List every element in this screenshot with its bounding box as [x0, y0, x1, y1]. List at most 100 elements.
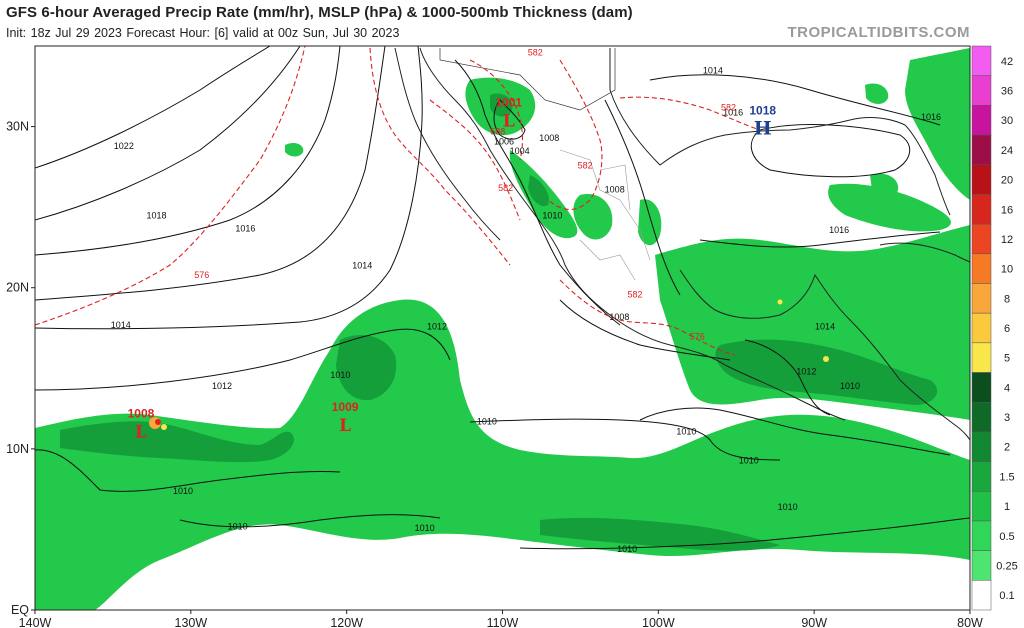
isobar-label: 1010 [228, 521, 248, 531]
colorbar-swatch [971, 105, 992, 136]
colorbar-swatch [971, 491, 992, 522]
colorbar-label: 0.25 [996, 560, 1017, 572]
axes: 140W 130W 120W 110W 100W 90W 80W EQ 10N 20N 30N [6, 120, 983, 628]
colorbar-label: 42 [1001, 56, 1013, 68]
colorbar-swatch [971, 45, 992, 76]
colorbar-label: 6 [1004, 323, 1010, 335]
colorbar-label: 20 [1001, 175, 1013, 187]
colorbar-swatch [971, 223, 992, 255]
lon-tick-label: 80W [957, 616, 983, 628]
map-subtitle: Init: 18z Jul 29 2023 Forecast Hour: [6]… [6, 26, 400, 40]
lat-tick-label: 20N [6, 281, 29, 295]
isobar-label: 1016 [235, 223, 255, 233]
isobar-label: 1012 [427, 322, 447, 332]
isobar-label: 1014 [703, 65, 723, 75]
low-pressure-symbol: L [135, 423, 147, 443]
isobar-label: 1014 [815, 322, 835, 332]
isobars [35, 46, 970, 550]
lon-tick-label: 140W [19, 616, 52, 628]
lon-tick-label: 100W [642, 616, 675, 628]
isobar-labels: 1022 1018 1016 1014 1014 1012 1012 1010 1010 1010… [111, 65, 941, 554]
colorbar-swatch [971, 164, 992, 195]
isobar-label: 1016 [829, 225, 849, 235]
thickness-label: 588 [490, 127, 505, 137]
colorbar-label: 10 [1001, 264, 1013, 276]
thickness-label: 576 [690, 331, 705, 341]
colorbar-label: 0.1 [999, 590, 1014, 602]
isobar-label: 1010 [330, 370, 350, 380]
high-pressure-value: 1018 [749, 104, 776, 118]
isobar-label: 1010 [739, 455, 759, 465]
isobar-label: 1012 [796, 367, 816, 377]
lat-tick-label: 30N [6, 120, 29, 134]
lon-tick-label: 90W [801, 616, 827, 628]
colorbar-label: 0.5 [999, 531, 1014, 543]
colorbar-swatch [971, 550, 992, 581]
state-borders [559, 149, 651, 281]
colorbar-swatch [971, 372, 992, 403]
colorbar-label: 3 [1004, 412, 1010, 424]
colorbar-swatch [971, 134, 992, 165]
colorbar-label: 30 [1001, 115, 1013, 127]
low-pressure-value: 1009 [332, 400, 359, 414]
isobar-label: 1016 [921, 112, 941, 122]
colorbar-swatch [971, 312, 992, 344]
isobar-label: 1010 [542, 210, 562, 220]
isobar-label: 1016 [723, 107, 743, 117]
colorbar-label: 16 [1001, 204, 1013, 216]
isobar-label: 1008 [609, 312, 629, 322]
isobar-label: 1004 [510, 146, 530, 156]
colorbar-label: 1 [1004, 501, 1010, 513]
colorbar-swatch [971, 461, 992, 492]
colorbar-label: 36 [1001, 86, 1013, 98]
thickness-label: 582 [627, 289, 642, 299]
colorbar-swatch [971, 431, 992, 462]
low-pressure-value: 1001 [495, 96, 522, 110]
thickness-label: 582 [721, 102, 736, 112]
thickness-label: 582 [528, 48, 543, 58]
isobar-label: 1010 [676, 426, 696, 436]
isobar-label: 1014 [352, 260, 372, 270]
isobar-label: 1006 [494, 136, 514, 146]
lon-tick-label: 130W [175, 616, 208, 628]
coastlines [394, 47, 970, 441]
colorbar-swatch [971, 194, 992, 225]
precip-intense-spots [149, 299, 829, 430]
isobar-label: 1010 [477, 417, 497, 427]
colorbar-swatch [971, 75, 992, 106]
colorbar-label: 12 [1001, 234, 1013, 246]
thickness-label: 582 [578, 160, 593, 170]
isobar-label: 1010 [778, 502, 798, 512]
low-pressure-symbol: L [339, 416, 351, 436]
lon-tick-label: 120W [330, 616, 363, 628]
colorbar-label: 2 [1004, 442, 1010, 454]
colorbar-swatch [971, 253, 992, 284]
isobar-label: 1010 [415, 523, 435, 533]
isobar-label: 1008 [539, 133, 559, 143]
thickness-lines [35, 46, 761, 356]
colorbar-label: 5 [1004, 353, 1010, 365]
isobar-label: 1014 [111, 320, 131, 330]
lat-tick-label: 10N [6, 442, 29, 456]
thickness-label: 576 [194, 270, 209, 280]
precip-colorbar: 42 36 30 24 20 16 12 10 8 6 5 4 3 2 1.5 1 0.5 0.25 0.1 [971, 45, 1018, 611]
thickness-label: 582 [498, 183, 513, 193]
lon-tick-label: 110W [487, 616, 519, 628]
colorbar-swatch [971, 520, 992, 551]
low-pressure-value: 1008 [128, 407, 155, 421]
colorbar-label: 4 [1004, 382, 1010, 394]
thickness-labels: 582 588 582 582 582 576 582 576 [194, 48, 736, 342]
isobar-label: 1010 [617, 544, 637, 554]
colorbar-label: 1.5 [999, 471, 1014, 483]
colorbar-swatch [971, 580, 992, 611]
brand-watermark[interactable]: TROPICALTIDBITS.COM [787, 24, 970, 41]
low-pressure-symbol: L [503, 112, 515, 132]
isobar-label: 1012 [212, 381, 232, 391]
colorbar-label: 8 [1004, 293, 1010, 305]
colorbar-swatch [971, 401, 992, 433]
precip-cores [60, 93, 938, 551]
high-pressure-symbol: H [754, 118, 772, 140]
colorbar-swatch [971, 342, 992, 373]
